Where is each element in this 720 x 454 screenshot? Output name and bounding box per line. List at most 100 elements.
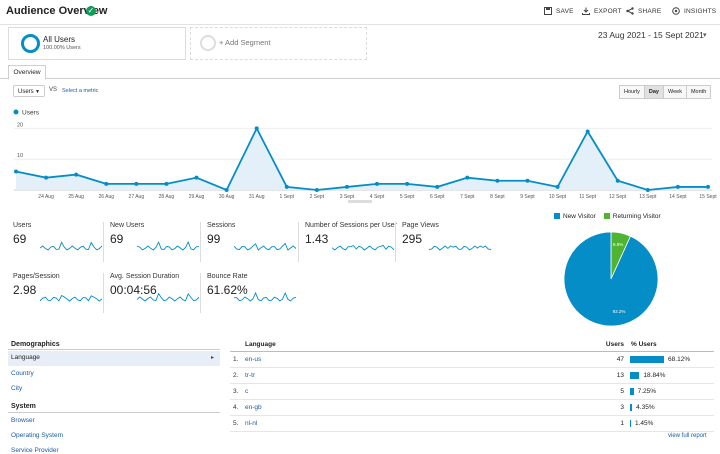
- row-language-link[interactable]: c: [245, 388, 249, 395]
- data-point[interactable]: [44, 175, 49, 180]
- data-point[interactable]: [284, 184, 289, 189]
- column-users: Users: [605, 341, 624, 348]
- data-point[interactable]: [615, 178, 620, 183]
- demographics-item-label: Language: [11, 354, 40, 361]
- scorecard-divider: [200, 273, 201, 313]
- x-tick-label: 10 Sept: [549, 194, 567, 200]
- legend-item-new-visitor[interactable]: New Visitor: [554, 213, 596, 220]
- save-button[interactable]: SAVE: [544, 7, 574, 15]
- data-point[interactable]: [164, 181, 169, 186]
- series-legend-label: Users: [22, 110, 40, 117]
- scorecard-divider: [298, 222, 299, 262]
- series-line: [15, 126, 708, 192]
- verified-check-icon: ✓: [86, 6, 96, 16]
- y-tick-label: 10: [17, 153, 23, 159]
- scorecard-avg-session-duration[interactable]: Avg. Session Duration 00:04:56: [107, 273, 202, 313]
- granularity-month-button[interactable]: Month: [685, 85, 712, 99]
- tab-overview[interactable]: Overview: [8, 65, 46, 80]
- legend-swatch: [603, 213, 610, 220]
- x-tick-label: 9 Sept: [520, 194, 535, 200]
- export-button[interactable]: EXPORT: [582, 7, 622, 15]
- data-point[interactable]: [104, 181, 109, 186]
- system-divider: [8, 412, 220, 413]
- data-point[interactable]: [555, 184, 560, 189]
- x-tick-label: 24 Aug: [38, 194, 54, 200]
- x-tick-label: 4 Sept: [370, 194, 385, 200]
- data-point[interactable]: [194, 175, 199, 180]
- data-point[interactable]: [74, 172, 79, 177]
- scorecard-users[interactable]: Users 69: [10, 222, 105, 262]
- system-item-operating-system[interactable]: Operating System: [11, 432, 64, 439]
- scorecard-label: Page Views: [402, 222, 439, 229]
- x-tick-label: 31 Aug: [249, 194, 265, 200]
- pie-legend: New Visitor Returning Visitor: [554, 213, 661, 220]
- scorecard-pages-session[interactable]: Pages/Session 2.98: [10, 273, 105, 313]
- scorecard-bounce-rate[interactable]: Bounce Rate 61.62%: [204, 273, 299, 313]
- chevron-down-icon[interactable]: ▾: [703, 32, 707, 39]
- data-point[interactable]: [525, 178, 530, 183]
- metric-dropdown[interactable]: Users ▼: [13, 85, 45, 97]
- data-point[interactable]: [495, 178, 500, 183]
- scorecard-sessions[interactable]: Sessions 99: [204, 222, 299, 262]
- scorecard-number-of-sessions-per-user[interactable]: Number of Sessions per User 1.43: [302, 222, 397, 262]
- legend-item-returning-visitor[interactable]: Returning Visitor: [603, 213, 661, 220]
- x-tick-label: 27 Aug: [129, 194, 145, 200]
- data-point[interactable]: [706, 184, 710, 189]
- segment-all-users[interactable]: All Users 100.00% Users: [8, 27, 186, 60]
- share-button[interactable]: SHARE: [626, 7, 661, 15]
- pie-slice-new-visitor[interactable]: [563, 231, 659, 327]
- row-number: 3.: [233, 388, 239, 395]
- select-metric-link[interactable]: Select a metric: [62, 88, 99, 94]
- data-point[interactable]: [314, 188, 319, 192]
- x-tick-label: 26 Aug: [98, 194, 114, 200]
- chart-resize-handle[interactable]: [348, 200, 372, 203]
- data-point[interactable]: [405, 181, 410, 186]
- add-segment-button[interactable]: + Add Segment: [190, 27, 367, 60]
- pie-slice-label: 93.2%: [613, 309, 626, 314]
- demographics-item-country[interactable]: Country: [11, 370, 34, 377]
- scorecard-page-views[interactable]: Page Views 295: [399, 222, 494, 262]
- row-language-link[interactable]: tr-tr: [245, 372, 256, 379]
- data-point[interactable]: [675, 184, 680, 189]
- row-language-link[interactable]: en-gb: [245, 404, 262, 411]
- tab-divider: [0, 78, 720, 79]
- scorecard-new-users[interactable]: New Users 69: [107, 222, 202, 262]
- insights-button[interactable]: INSIGHTS: [672, 7, 716, 15]
- data-point[interactable]: [14, 169, 18, 174]
- table-row: 1. en-us 47 68.12%: [230, 352, 714, 368]
- row-language-link[interactable]: nl-nl: [245, 420, 258, 427]
- granularity-week-button[interactable]: Week: [663, 85, 687, 99]
- chevron-right-icon: ▸: [210, 355, 214, 361]
- view-full-report-link[interactable]: view full report: [668, 433, 707, 439]
- data-point[interactable]: [585, 129, 590, 134]
- row-pct-users: 4.35%: [636, 404, 655, 411]
- scorecard-value: 69: [110, 232, 124, 246]
- data-point[interactable]: [344, 184, 349, 189]
- date-range-picker[interactable]: 23 Aug 2021 - 15 Sept 2021: [598, 30, 704, 40]
- demographics-item-language[interactable]: Language ▸: [8, 351, 220, 366]
- sparkline: [40, 294, 102, 302]
- export-label: EXPORT: [594, 7, 622, 15]
- system-item-browser[interactable]: Browser: [11, 417, 35, 424]
- data-point[interactable]: [435, 184, 440, 189]
- series-area: [16, 128, 708, 190]
- top-bar: [0, 0, 720, 25]
- data-point[interactable]: [375, 181, 380, 186]
- export-icon: [582, 7, 590, 15]
- demographics-item-city[interactable]: City: [11, 385, 23, 392]
- scorecard-label: Users: [13, 222, 32, 229]
- data-point[interactable]: [645, 188, 650, 192]
- x-tick-label: 5 Sept: [400, 194, 415, 200]
- row-pct-users: 1.45%: [635, 420, 654, 427]
- demographics-divider: [8, 349, 220, 350]
- granularity-hourly-button[interactable]: Hourly: [619, 85, 645, 99]
- row-language-link[interactable]: en-us: [245, 356, 262, 363]
- data-point[interactable]: [134, 181, 139, 186]
- row-pct-bar: [630, 420, 631, 427]
- data-point[interactable]: [465, 175, 470, 180]
- x-tick-label: 25 Aug: [68, 194, 84, 200]
- data-point[interactable]: [224, 188, 229, 192]
- granularity-day-button[interactable]: Day: [643, 85, 664, 99]
- x-tick-label: 15 Sept: [699, 194, 717, 200]
- data-point[interactable]: [254, 126, 259, 131]
